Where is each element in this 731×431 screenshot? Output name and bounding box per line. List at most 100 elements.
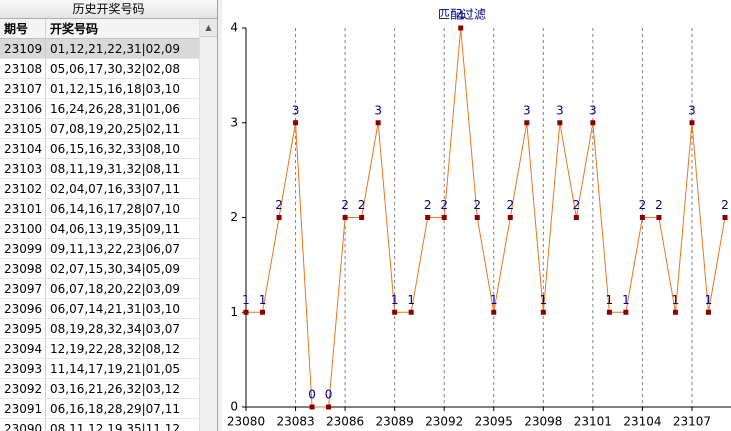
- column-header[interactable]: 开奖号码: [50, 22, 99, 36]
- table-row[interactable]: 23106 16,24,26,28,31|01,06: [0, 99, 199, 119]
- data-label: 2: [424, 198, 432, 212]
- issue-cell: 23104: [0, 139, 46, 158]
- y-tick-label: 1: [230, 305, 238, 319]
- numbers-cell: 09,11,13,22,23|06,07: [50, 242, 181, 256]
- table-row[interactable]: 23092 03,16,21,26,32|03,12: [0, 379, 199, 399]
- data-label: 0: [325, 388, 333, 402]
- table-row[interactable]: 23100 04,06,13,19,35|09,11: [0, 219, 199, 239]
- table-row[interactable]: 23098 02,07,15,30,34|05,09: [0, 259, 199, 279]
- numbers-cell: 08,11,12,19,35|11,12: [50, 422, 181, 431]
- table-row[interactable]: 23109 01,12,21,22,31|02,09: [0, 39, 199, 59]
- scroll-up[interactable]: ▲: [200, 19, 217, 37]
- data-point: [540, 309, 546, 315]
- issue-cell: 23107: [0, 79, 46, 98]
- data-label: 2: [473, 198, 481, 212]
- table-row[interactable]: 23095 08,19,28,32,34|03,07: [0, 319, 199, 339]
- x-tick-label: 23092: [425, 415, 463, 429]
- issue-cell: 23093: [0, 359, 46, 378]
- x-tick-label: 23086: [326, 415, 364, 429]
- data-label: 2: [506, 198, 514, 212]
- issue-cell: 23109: [0, 39, 46, 58]
- data-label: 1: [705, 293, 713, 307]
- issue-cell: 23106: [0, 99, 46, 118]
- data-label: 1: [672, 293, 680, 307]
- x-tick-label: 23083: [276, 415, 314, 429]
- numbers-cell: 02,07,15,30,34|05,09: [50, 262, 181, 276]
- history-panel: 历史开奖号码 期号 开奖号码 23109 01,12,21,22,31|02,09…: [0, 0, 218, 431]
- y-tick-label: 2: [230, 210, 238, 224]
- data-label: 1: [259, 293, 267, 307]
- data-label: 1: [622, 293, 630, 307]
- chart: 0 1 2 3 4 23080 23083 23086 23089 23092 23095 23098…: [222, 0, 731, 431]
- numbers-cell: 06,15,16,32,33|08,10: [50, 142, 181, 156]
- x-tick-label: 23101: [574, 415, 612, 429]
- data-point: [656, 215, 662, 220]
- y-tick-label: 0: [230, 400, 238, 414]
- data-point: [689, 120, 695, 126]
- table-row[interactable]: 23108 05,06,17,30,32|02,08: [0, 59, 199, 79]
- data-label: 2: [275, 198, 283, 212]
- chart-title: 匹配过滤: [438, 8, 486, 22]
- numbers-cell: 03,16,21,26,32|03,12: [50, 382, 181, 396]
- data-point: [573, 215, 579, 220]
- data-point: [623, 309, 629, 315]
- issue-cell: 23103: [0, 159, 46, 178]
- scrollbar[interactable]: ▲: [199, 19, 217, 431]
- data-point: [606, 309, 612, 315]
- data-point: [243, 309, 249, 315]
- table-row[interactable]: 23107 01,12,15,16,18|03,10: [0, 79, 199, 99]
- numbers-cell: 08,11,19,31,32|08,11: [50, 162, 181, 176]
- data-point: [342, 215, 348, 220]
- data-label: 1: [539, 293, 547, 307]
- table-row[interactable]: 23097 06,07,18,20,22|03,09: [0, 279, 199, 299]
- data-label: 2: [639, 198, 647, 212]
- table-row[interactable]: 23096 06,07,14,21,31|03,10: [0, 299, 199, 319]
- table-row[interactable]: 23090 08,11,12,19,35|11,12: [0, 419, 199, 431]
- issue-cell: 23108: [0, 59, 46, 78]
- column-header[interactable]: 期号: [0, 19, 46, 38]
- data-label: 1: [391, 293, 399, 307]
- data-line: [246, 27, 726, 408]
- numbers-cell: 06,16,18,28,29|07,11: [50, 402, 181, 416]
- data-point: [359, 215, 365, 220]
- numbers-cell: 12,19,22,28,32|08,12: [50, 342, 181, 356]
- data-label: 3: [589, 103, 597, 117]
- data-point: [375, 120, 381, 126]
- data-label: 0: [308, 388, 316, 402]
- numbers-cell: 08,19,28,32,34|03,07: [50, 322, 181, 336]
- data-point: [507, 215, 513, 220]
- numbers-cell: 07,08,19,20,25|02,11: [50, 122, 181, 136]
- table-row[interactable]: 23101 06,14,16,17,28|07,10: [0, 199, 199, 219]
- data-point: [705, 309, 711, 315]
- issue-cell: 23094: [0, 339, 46, 358]
- issue-cell: 23105: [0, 119, 46, 138]
- x-tick-label: 23080: [227, 415, 265, 429]
- table-row[interactable]: 23094 12,19,22,28,32|08,12: [0, 339, 199, 359]
- x-tick-label: 23104: [623, 415, 661, 429]
- issue-cell: 23100: [0, 219, 46, 238]
- data-point: [474, 215, 480, 220]
- table-row[interactable]: 23103 08,11,19,31,32|08,11: [0, 159, 199, 179]
- data-label: 1: [490, 293, 498, 307]
- x-tick-label: 23107: [673, 415, 711, 429]
- table-row[interactable]: 23091 06,16,18,28,29|07,11: [0, 399, 199, 419]
- numbers-cell: 06,14,16,17,28|07,10: [50, 202, 181, 216]
- data-point: [639, 215, 645, 220]
- data-point: [458, 25, 464, 31]
- data-label: 2: [358, 198, 366, 212]
- data-point: [425, 215, 431, 220]
- data-label: 1: [407, 293, 415, 307]
- data-label: 2: [655, 198, 663, 212]
- data-point: [491, 309, 497, 315]
- table-row[interactable]: 23104 06,15,16,32,33|08,10: [0, 139, 199, 159]
- issue-cell: 23091: [0, 399, 46, 418]
- table-row[interactable]: 23099 09,11,13,22,23|06,07: [0, 239, 199, 259]
- data-point: [590, 120, 596, 126]
- data-point: [524, 120, 530, 126]
- data-point: [672, 309, 678, 315]
- data-point: [326, 404, 332, 410]
- table-row[interactable]: 23102 02,04,07,16,33|07,11: [0, 179, 199, 199]
- table-row[interactable]: 23105 07,08,19,20,25|02,11: [0, 119, 199, 139]
- table-row[interactable]: 23093 11,14,17,19,21|01,05: [0, 359, 199, 379]
